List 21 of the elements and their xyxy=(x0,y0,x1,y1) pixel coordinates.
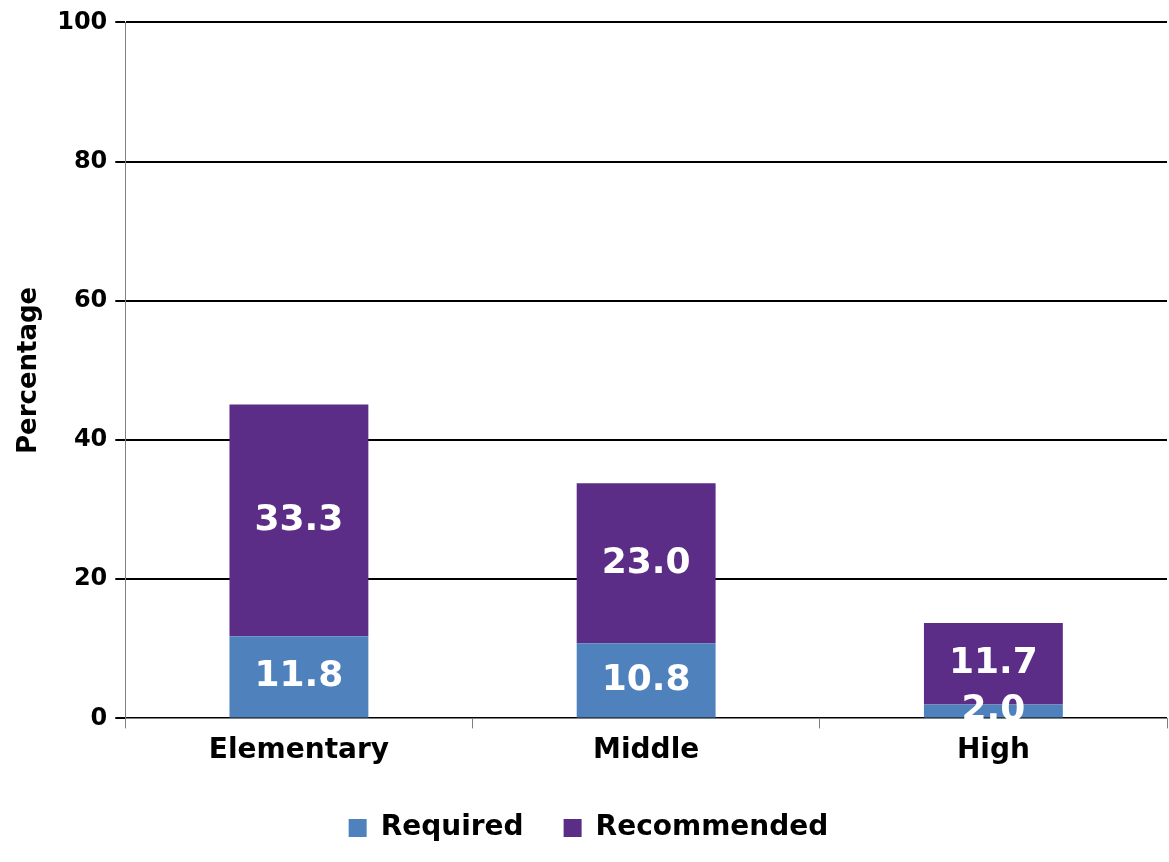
y-tick-label: 100 xyxy=(57,6,108,35)
data-label: 33.3 xyxy=(254,496,344,538)
bar xyxy=(229,404,369,637)
data-label: 11.8 xyxy=(254,653,344,695)
x-tick-label: Elementary xyxy=(208,732,389,766)
y-tick-label: 0 xyxy=(90,702,108,731)
y-tick-label: 80 xyxy=(73,145,108,174)
legend-label: Required xyxy=(380,809,524,843)
data-label: 23.0 xyxy=(601,539,691,581)
y-tick-label: 60 xyxy=(73,285,108,314)
bar xyxy=(576,483,716,644)
legend-label: Recommended xyxy=(595,809,829,843)
data-label: 10.8 xyxy=(601,656,691,698)
x-tick-label: High xyxy=(956,732,1030,766)
x-tick-label: Middle xyxy=(593,732,700,766)
data-label: 11.7 xyxy=(948,640,1038,682)
y-tick-label: 40 xyxy=(73,424,108,453)
data-label: 2.0 xyxy=(961,687,1026,729)
bar xyxy=(229,636,369,718)
y-axis-title: Percentage xyxy=(12,286,43,455)
y-tick-label: 20 xyxy=(73,563,108,592)
